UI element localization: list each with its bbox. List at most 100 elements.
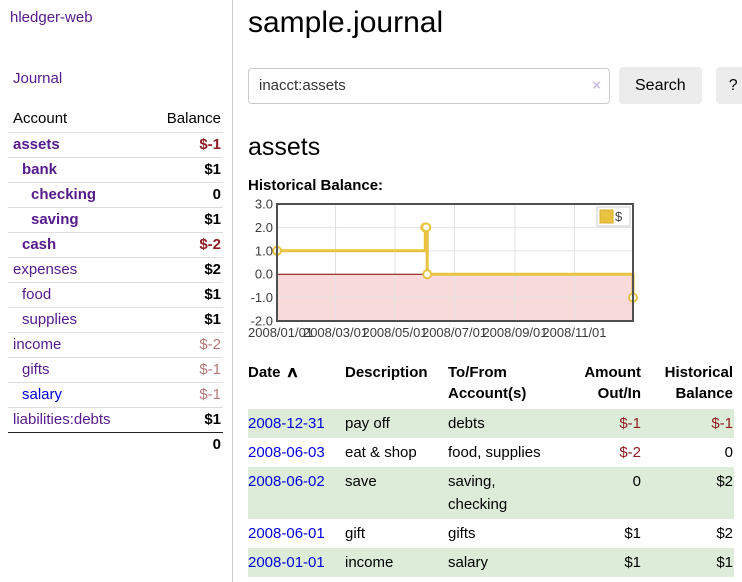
- transaction-accounts: debts: [448, 415, 485, 432]
- sidebar-account-link[interactable]: liabilities:debts: [13, 411, 111, 428]
- account-heading: assets: [248, 133, 321, 161]
- clear-search-icon[interactable]: ×: [592, 76, 601, 94]
- sidebar-account-link[interactable]: checking: [31, 186, 97, 203]
- sidebar-account-link[interactable]: assets: [13, 136, 60, 153]
- register-row: 2008-06-01 gift gifts $1 $2: [248, 519, 734, 548]
- search-form: × Search ?: [248, 67, 742, 104]
- historical-balance-chart: $3.0 2.0 1.0 0.0 -1.0 -2.0 2008/01/01 2008/03/0…: [248, 197, 742, 342]
- transaction-balance: $1: [716, 554, 733, 571]
- sidebar-account-row: gifts $-1: [8, 357, 223, 382]
- svg-text:2008/03/01: 2008/03/01: [303, 325, 368, 340]
- transaction-accounts: gifts: [448, 525, 476, 542]
- search-button[interactable]: Search: [619, 67, 702, 104]
- sidebar-account-link[interactable]: food: [22, 286, 52, 303]
- sidebar-account-link[interactable]: expenses: [13, 261, 78, 278]
- svg-text:3.0: 3.0: [255, 197, 273, 212]
- sidebar: hledger-web Journal Account Balance asse…: [0, 0, 233, 582]
- svg-text:-1.0: -1.0: [251, 290, 273, 305]
- sidebar-account-link[interactable]: bank: [22, 161, 58, 178]
- main-content: sample.journal × Search ? assets Histori…: [233, 0, 742, 582]
- sidebar-account-balance: $1: [204, 411, 221, 428]
- chart-heading: Historical Balance:: [248, 177, 384, 194]
- transaction-balance: $-1: [711, 415, 733, 432]
- svg-text:2008/09/01: 2008/09/01: [482, 325, 547, 340]
- transaction-balance: 0: [724, 444, 733, 461]
- transaction-amount: $-2: [619, 444, 641, 461]
- sidebar-account-link[interactable]: cash: [22, 236, 57, 253]
- app-brand-link[interactable]: hledger-web: [10, 9, 93, 26]
- accounts-header-balance: Balance: [166, 110, 221, 127]
- transaction-date-link[interactable]: 2008-01-01: [248, 554, 325, 571]
- svg-text:$: $: [615, 209, 623, 224]
- transaction-amount: 0: [632, 473, 641, 490]
- sidebar-account-balance: $-2: [199, 236, 221, 253]
- sidebar-account-link[interactable]: saving: [31, 211, 79, 228]
- transaction-balance: $2: [716, 525, 733, 542]
- sidebar-account-balance: $-2: [199, 336, 221, 353]
- accounts-total-row: 0: [8, 432, 223, 457]
- svg-text:2008/07/01: 2008/07/01: [422, 325, 487, 340]
- transaction-date-link[interactable]: 2008-06-03: [248, 444, 325, 461]
- register-header-row: Date ∧ Description To/From Account(s) Amo…: [248, 359, 734, 409]
- transaction-balance: $2: [716, 473, 733, 490]
- sidebar-account-balance: $-1: [199, 386, 221, 403]
- accounts-header-account: Account: [13, 110, 68, 127]
- sidebar-account-row: expenses $2: [8, 257, 223, 282]
- sidebar-account-row: assets $-1: [8, 132, 223, 157]
- transaction-accounts: salary: [448, 554, 489, 571]
- accounts-table-header: Account Balance: [8, 108, 223, 132]
- sidebar-item-journal[interactable]: Journal: [13, 70, 63, 87]
- accounts-table-rows: assets $-1 bank $1 checking 0 saving $1 cash $-2 e…: [8, 132, 223, 432]
- transaction-date-link[interactable]: 2008-06-01: [248, 525, 325, 542]
- transaction-date-link[interactable]: 2008-12-31: [248, 415, 325, 432]
- sidebar-nav: Journal: [8, 70, 223, 88]
- svg-text:2.0: 2.0: [255, 220, 273, 235]
- page-title: sample.journal: [248, 6, 444, 39]
- sidebar-account-link[interactable]: salary: [22, 386, 63, 403]
- transaction-description: eat & shop: [345, 444, 417, 461]
- transaction-amount: $-1: [619, 415, 641, 432]
- sidebar-account-balance: $1: [204, 311, 221, 328]
- register-table-body: 2008-12-31 pay off debts $-1 $-1 2008-06-03 ea…: [248, 409, 734, 577]
- sidebar-account-balance: $1: [204, 211, 221, 228]
- register-row: 2008-06-03 eat & shop food, supplies $-2 0: [248, 438, 734, 467]
- sidebar-account-balance: $-1: [199, 136, 221, 153]
- sidebar-account-balance: 0: [212, 186, 221, 203]
- transaction-description: pay off: [345, 415, 390, 432]
- sidebar-account-link[interactable]: gifts: [22, 361, 50, 378]
- accounts-panel: Account Balance assets $-1 bank $1 checking 0…: [8, 108, 223, 457]
- help-button[interactable]: ?: [715, 67, 742, 104]
- search-box: ×: [248, 67, 610, 104]
- column-header-balance: Historical Balance: [664, 364, 733, 402]
- transaction-accounts: saving, checking: [448, 473, 508, 513]
- register-table: Date ∧ Description To/From Account(s) Amo…: [248, 359, 734, 577]
- sort-ascending-icon: ∧: [285, 364, 299, 381]
- transaction-amount: $1: [624, 554, 641, 571]
- svg-text:2008/01/01: 2008/01/01: [248, 325, 313, 340]
- transaction-description: save: [345, 473, 377, 490]
- search-input[interactable]: [248, 67, 610, 104]
- sidebar-account-row: cash $-2: [8, 232, 223, 257]
- register-row: 2008-06-02 save saving, checking 0 $2: [248, 467, 734, 519]
- svg-text:-2.0: -2.0: [251, 314, 273, 329]
- sidebar-account-row: income $-2: [8, 332, 223, 357]
- sidebar-account-row: bank $1: [8, 157, 223, 182]
- sort-by-date-button[interactable]: Date ∧: [248, 364, 299, 381]
- sidebar-account-row: saving $1: [8, 207, 223, 232]
- transaction-accounts: food, supplies: [448, 444, 541, 461]
- sidebar-account-row: checking 0: [8, 182, 223, 207]
- transaction-description: gift: [345, 525, 366, 542]
- sidebar-account-balance: $1: [204, 286, 221, 303]
- transaction-amount: $1: [624, 525, 641, 542]
- sidebar-account-link[interactable]: income: [13, 336, 62, 353]
- accounts-total-value: 0: [212, 436, 221, 453]
- sidebar-account-row: food $1: [8, 282, 223, 307]
- sidebar-account-balance: $1: [204, 161, 221, 178]
- sidebar-account-balance: $-1: [199, 361, 221, 378]
- transaction-date-link[interactable]: 2008-06-02: [248, 473, 325, 490]
- svg-text:1.0: 1.0: [255, 243, 273, 258]
- sidebar-account-link[interactable]: supplies: [22, 311, 78, 328]
- column-header-description: Description: [345, 364, 428, 381]
- sidebar-account-row: supplies $1: [8, 307, 223, 332]
